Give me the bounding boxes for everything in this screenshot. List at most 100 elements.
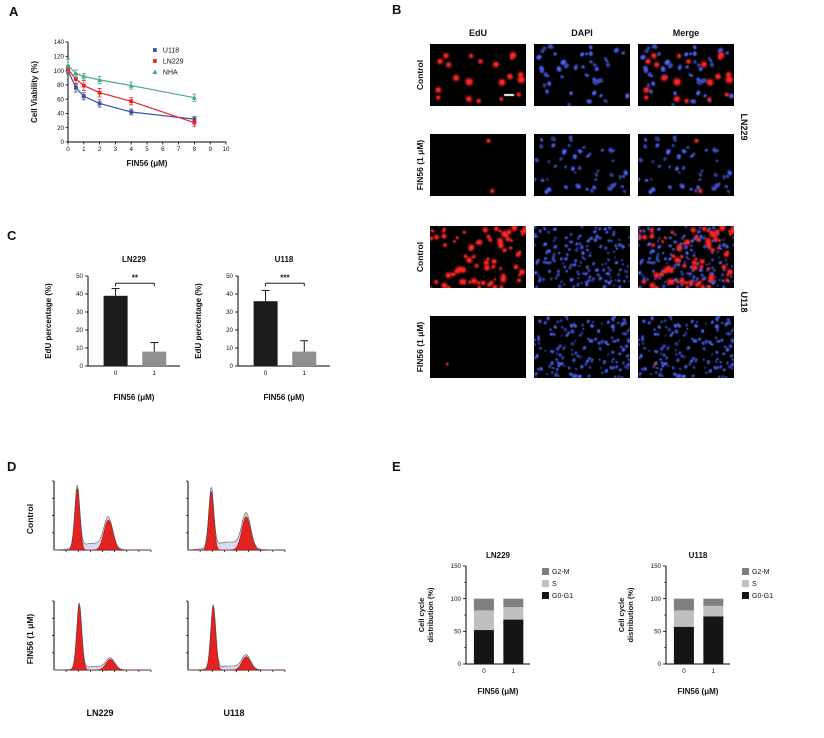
- panel-e-label: E: [392, 459, 401, 474]
- flow-col-label-u118: U118: [223, 708, 245, 718]
- micro-ln229-fin56-dapi: [534, 134, 630, 196]
- svg-text:***: ***: [280, 274, 290, 283]
- flow-histogram-control-ln229: [52, 480, 152, 552]
- cell-cycle-stacked-chart-u118: 0 50 100 150 U118 FIN56 (μM) Cell cycle distrib…: [617, 551, 773, 696]
- svg-text:2: 2: [98, 146, 102, 153]
- svg-text:20: 20: [57, 125, 64, 132]
- svg-text:30: 30: [76, 309, 83, 316]
- svg-text:FIN56 (μM): FIN56 (μM): [114, 393, 155, 402]
- row-label-flow-fin56: FIN56 (1 μM): [25, 613, 35, 665]
- column-header-merge: Merge: [672, 28, 700, 38]
- svg-text:150: 150: [651, 563, 662, 570]
- micro-u118-fin56-dapi: [534, 316, 630, 378]
- svg-text:1: 1: [302, 370, 306, 377]
- svg-text:U118: U118: [689, 551, 708, 560]
- svg-text:10: 10: [226, 345, 233, 352]
- svg-text:0: 0: [114, 370, 118, 377]
- svg-text:0: 0: [482, 668, 486, 675]
- panel-c-label: C: [7, 228, 17, 243]
- svg-text:FIN56 (μM): FIN56 (μM): [478, 687, 519, 696]
- svg-text:10: 10: [76, 345, 83, 352]
- micro-u118-fin56-edu: [430, 316, 526, 378]
- column-header-edu: EdU: [469, 28, 487, 38]
- svg-text:LN229: LN229: [163, 59, 184, 66]
- svg-text:G0-G1: G0-G1: [752, 593, 773, 600]
- svg-text:9: 9: [208, 146, 212, 153]
- row-label-fin56-ln229: FIN56 (1 μM): [415, 139, 425, 191]
- svg-text:100: 100: [451, 596, 462, 603]
- svg-text:1: 1: [82, 146, 86, 153]
- svg-text:distribution (%): distribution (%): [626, 587, 635, 642]
- svg-text:150: 150: [451, 563, 462, 570]
- svg-text:FIN56 (μM): FIN56 (μM): [264, 393, 305, 402]
- svg-text:10: 10: [223, 146, 230, 153]
- svg-text:1: 1: [512, 668, 516, 675]
- micro-u118-control-dapi: [534, 226, 630, 288]
- svg-text:S: S: [752, 581, 757, 588]
- svg-text:EdU percentage (%): EdU percentage (%): [44, 283, 53, 359]
- micro-u118-control-edu: [430, 226, 526, 288]
- panel-a-label: A: [9, 4, 19, 19]
- svg-text:40: 40: [226, 291, 233, 298]
- svg-text:LN229: LN229: [122, 255, 147, 264]
- svg-text:50: 50: [454, 629, 461, 636]
- svg-text:40: 40: [76, 291, 83, 298]
- svg-text:U118: U118: [275, 255, 294, 264]
- svg-text:50: 50: [654, 629, 661, 636]
- svg-text:EdU percentage (%): EdU percentage (%): [194, 283, 203, 359]
- micro-ln229-control-edu: [430, 44, 526, 106]
- svg-text:3: 3: [114, 146, 118, 153]
- svg-text:8: 8: [193, 146, 197, 153]
- micro-ln229-fin56-merge: [638, 134, 734, 196]
- svg-text:80: 80: [57, 82, 64, 89]
- micro-ln229-control-dapi: [534, 44, 630, 106]
- micro-u118-fin56-merge: [638, 316, 734, 378]
- micro-ln229-control-merge: [638, 44, 734, 106]
- svg-text:Cell cycle: Cell cycle: [417, 598, 426, 633]
- svg-text:50: 50: [226, 273, 233, 280]
- svg-text:1: 1: [712, 668, 716, 675]
- svg-text:4: 4: [129, 146, 133, 153]
- group-label-ln229: LN229: [739, 113, 749, 141]
- panel-d-label: D: [7, 459, 17, 474]
- svg-text:30: 30: [226, 309, 233, 316]
- svg-text:G2-M: G2-M: [752, 569, 770, 576]
- svg-text:G0-G1: G0-G1: [552, 593, 573, 600]
- svg-text:U118: U118: [163, 48, 179, 55]
- svg-text:0: 0: [61, 139, 65, 146]
- panel-b-label: B: [392, 2, 402, 17]
- row-label-control-u118: Control: [415, 241, 425, 273]
- svg-text:100: 100: [54, 68, 65, 75]
- svg-text:0: 0: [658, 661, 662, 668]
- svg-text:20: 20: [76, 327, 83, 334]
- micro-ln229-fin56-edu: [430, 134, 526, 196]
- flow-col-label-ln229: LN229: [86, 708, 114, 718]
- group-label-u118: U118: [739, 291, 749, 313]
- svg-text:0: 0: [230, 363, 234, 370]
- svg-text:7: 7: [177, 146, 181, 153]
- svg-text:distribution (%): distribution (%): [426, 587, 435, 642]
- svg-text:0: 0: [66, 146, 70, 153]
- svg-text:0: 0: [682, 668, 686, 675]
- svg-text:120: 120: [54, 53, 65, 60]
- column-header-dapi: DAPI: [571, 28, 593, 38]
- svg-text:0: 0: [458, 661, 462, 668]
- flow-histogram-control-u118: [186, 480, 286, 552]
- svg-text:40: 40: [57, 111, 64, 118]
- svg-text:Cell Viability (%): Cell Viability (%): [30, 61, 39, 123]
- row-label-control-ln229: Control: [415, 59, 425, 91]
- svg-text:G2-M: G2-M: [552, 569, 570, 576]
- svg-text:NHA: NHA: [163, 70, 178, 77]
- svg-text:Cell cycle: Cell cycle: [617, 598, 626, 633]
- svg-text:FIN56 (μM): FIN56 (μM): [127, 159, 168, 168]
- svg-text:0: 0: [264, 370, 268, 377]
- svg-text:6: 6: [161, 146, 165, 153]
- svg-text:FIN56 (μM): FIN56 (μM): [678, 687, 719, 696]
- micro-u118-control-merge: [638, 226, 734, 288]
- row-label-flow-control: Control: [25, 503, 35, 535]
- svg-text:**: **: [132, 274, 139, 283]
- svg-text:LN229: LN229: [486, 551, 511, 560]
- svg-text:20: 20: [226, 327, 233, 334]
